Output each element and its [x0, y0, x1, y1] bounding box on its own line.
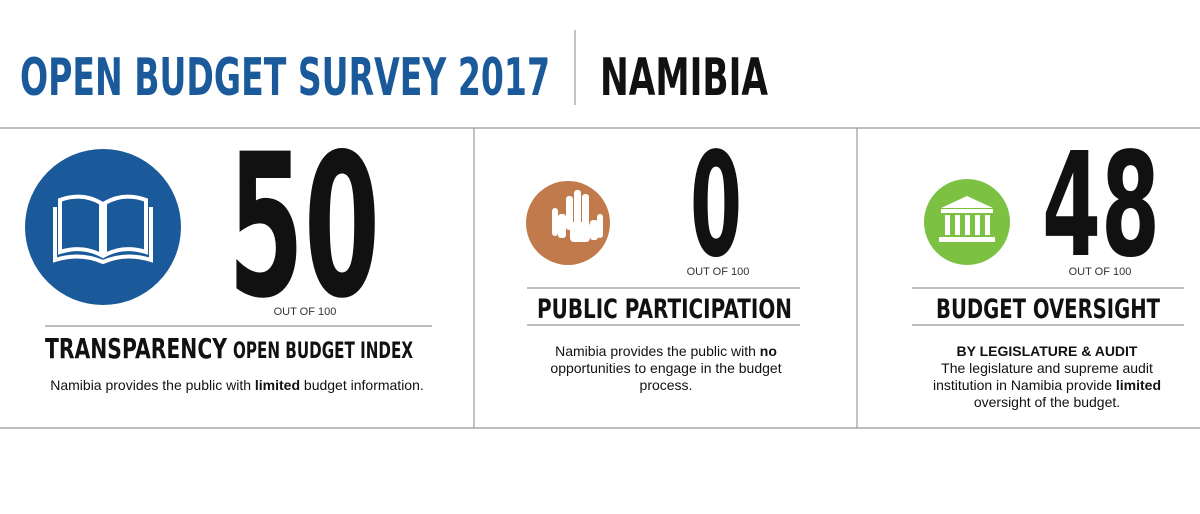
- panel-title: TRANSPARENCY: [45, 332, 228, 365]
- out-of: OUT OF 100: [1069, 266, 1132, 278]
- building-icon: [939, 196, 995, 242]
- description-emphasis: limited: [255, 377, 300, 393]
- description: oversight of the budget.: [974, 394, 1120, 410]
- panel-title: PUBLIC PARTICIPATION: [537, 294, 792, 325]
- book-icon: [53, 194, 153, 265]
- description: process.: [640, 377, 693, 393]
- description: opportunities to engage in the budget: [550, 360, 781, 376]
- description-text: Namibia provides the public with: [555, 343, 760, 359]
- description-text: process.: [640, 377, 693, 393]
- out-of: OUT OF 100: [687, 266, 750, 278]
- score: 0: [690, 121, 742, 289]
- description-text: budget information.: [300, 377, 424, 393]
- score: 50: [228, 111, 380, 342]
- description-emphasis: limited: [1116, 377, 1161, 393]
- panel: 48 OUT OF 100 BUDGET OVERSIGHT BY LEGISL…: [912, 121, 1184, 410]
- panel: 50 OUT OF 100 TRANSPARENCY OPEN BUDGET I…: [25, 111, 432, 393]
- out-of: OUT OF 100: [274, 306, 337, 318]
- header-title: OPEN BUDGET SURVEY 2017: [20, 48, 550, 108]
- description-text: institution in Namibia provide: [933, 377, 1116, 393]
- panel-title: BUDGET OVERSIGHT: [936, 294, 1160, 325]
- header-country: NAMIBIA: [600, 48, 768, 108]
- panel-subtitle: OPEN BUDGET INDEX: [233, 339, 413, 364]
- description: institution in Namibia provide limited: [933, 377, 1161, 393]
- hands-icon: [552, 190, 603, 242]
- panel-subtitle: BY LEGISLATURE & AUDIT: [957, 343, 1138, 359]
- description-text: opportunities to engage in the budget: [550, 360, 781, 376]
- description-text: The legislature and supreme audit: [941, 360, 1153, 376]
- score: 48: [1042, 121, 1160, 289]
- description-text: Namibia provides the public with: [50, 377, 255, 393]
- description-text: oversight of the budget.: [974, 394, 1120, 410]
- description: The legislature and supreme audit: [941, 360, 1153, 376]
- description-emphasis: no: [760, 343, 777, 359]
- description: Namibia provides the public with no: [555, 343, 777, 359]
- description: Namibia provides the public with limited…: [50, 377, 424, 393]
- panel: 0 OUT OF 100 PUBLIC PARTICIPATION Namibi…: [526, 121, 800, 393]
